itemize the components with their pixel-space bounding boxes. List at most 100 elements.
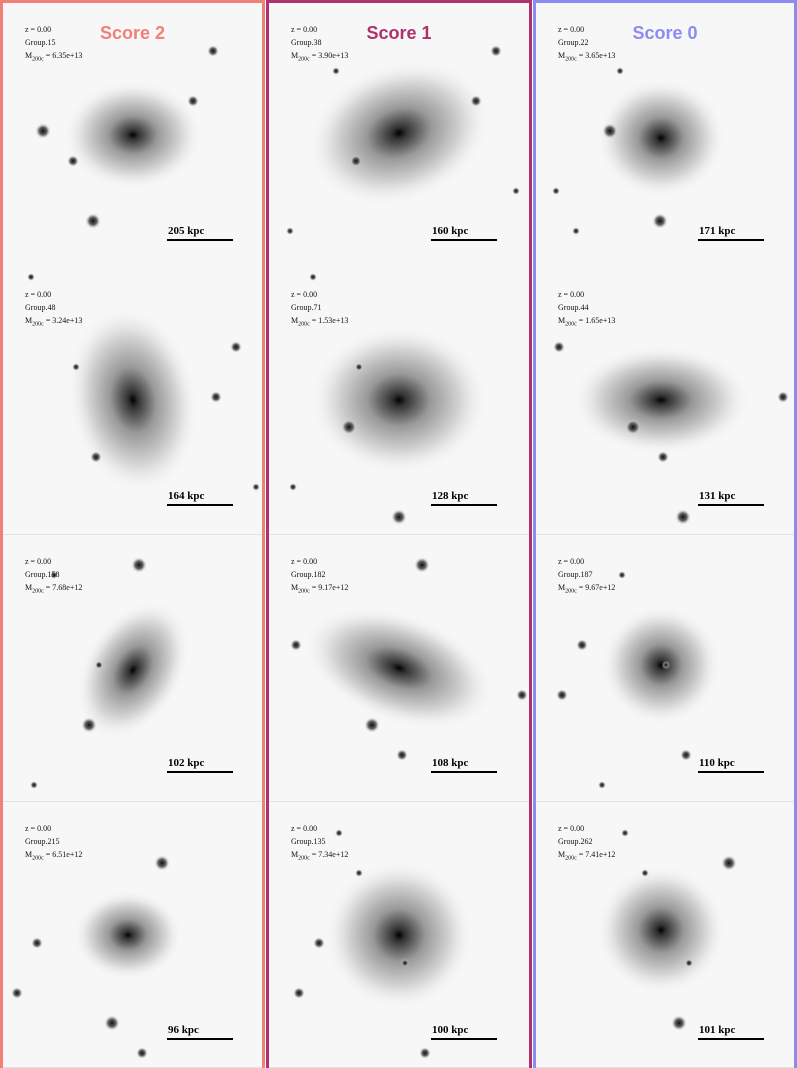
star (685, 959, 693, 967)
galaxy-image (27, 273, 260, 495)
mass-subscript: 200c (298, 321, 310, 328)
scale-bar (698, 771, 764, 773)
star (131, 557, 147, 573)
mass-subscript: 200c (32, 56, 44, 63)
halo-mass: M200c = 9.67e+12 (558, 581, 615, 599)
star (419, 1047, 431, 1059)
mass-value: = 6.35e+13 (45, 51, 83, 60)
panel-info: z = 0.00 Group.187 M200c = 9.67e+12 (558, 555, 615, 599)
scale-label: 131 kpc (699, 490, 736, 502)
mass-subscript: 200c (565, 56, 577, 63)
halo-mass: M200c = 6.35e+13 (25, 49, 82, 67)
group-id: Group.71 (291, 303, 322, 312)
panel-info: z = 0.00 Group.44 M200c = 1.65e+13 (558, 288, 615, 332)
halo-mass: M200c = 7.34e+12 (291, 848, 348, 866)
scale-label: 164 kpc (168, 490, 205, 502)
galaxy (63, 80, 203, 190)
scale-bar (167, 239, 233, 241)
galaxy-image (293, 829, 474, 1059)
mass-value: = 1.53e+13 (311, 316, 349, 325)
star (391, 509, 407, 525)
star (641, 869, 649, 877)
galaxy-panel: z = 0.00 Group.44 M200c = 1.65e+13 131 kpc (536, 268, 794, 535)
panel-info: z = 0.00 Group.71 M200c = 1.53e+13 (291, 288, 348, 332)
galaxy (75, 600, 191, 740)
panel-info: z = 0.00 Group.182 M200c = 9.17e+12 (291, 555, 348, 599)
scale-bar (431, 239, 497, 241)
group-id: Group.215 (25, 837, 60, 846)
mass-symbol: M (25, 316, 33, 325)
mass-subscript: 200c (565, 588, 577, 595)
galaxy-image (11, 855, 183, 1059)
redshift: z = 0.00 (291, 824, 318, 833)
star (396, 749, 408, 761)
star (572, 227, 580, 235)
star (30, 781, 38, 789)
group-id: Group.15 (25, 38, 56, 47)
scale-bar (167, 504, 233, 506)
star (621, 829, 629, 837)
galaxy-image (553, 341, 789, 525)
star (332, 67, 340, 75)
star (616, 67, 624, 75)
panel-info: z = 0.00 Group.22 M200c = 3.65e+13 (558, 23, 615, 67)
star (341, 419, 357, 435)
mass-subscript: 200c (565, 855, 577, 862)
galaxy-image (289, 273, 489, 525)
scale-label: 102 kpc (168, 757, 205, 769)
panel-info: z = 0.00 Group.215 M200c = 6.51e+12 (25, 822, 82, 866)
star (81, 717, 97, 733)
redshift: z = 0.00 (25, 290, 52, 299)
scale-bar (167, 1038, 233, 1040)
mass-subscript: 200c (32, 321, 44, 328)
star (230, 341, 242, 353)
column-title: Score 2 (99, 23, 166, 43)
star (72, 363, 80, 371)
galaxy-image (552, 67, 726, 235)
galaxy-image (556, 571, 721, 789)
star (598, 781, 606, 789)
mass-value: = 9.67e+12 (578, 583, 616, 592)
mass-subscript: 200c (32, 588, 44, 595)
galaxy (596, 78, 726, 198)
star (680, 749, 692, 761)
galaxy (601, 605, 721, 725)
panel-info: z = 0.00 Group.158 M200c = 7.68e+12 (25, 555, 82, 599)
mass-symbol: M (291, 583, 299, 592)
score-column: Score 2 z = 0.00 Group.15 M200c = 6.35e+13… (0, 0, 265, 1068)
galaxy (306, 59, 492, 207)
star (286, 227, 294, 235)
mass-value: = 3.90e+13 (311, 51, 349, 60)
mass-subscript: 200c (298, 855, 310, 862)
star (355, 869, 363, 877)
star (662, 661, 670, 669)
scale-label: 96 kpc (168, 1024, 199, 1036)
group-id: Group.187 (558, 570, 593, 579)
mass-value: = 3.65e+13 (578, 51, 616, 60)
star (657, 451, 669, 463)
mass-value: = 9.17e+12 (311, 583, 349, 592)
galaxy (324, 860, 474, 1010)
galaxy-panel: z = 0.00 Group.187 M200c = 9.67e+12 110 kpc (536, 535, 794, 802)
halo-mass: M200c = 9.17e+12 (291, 581, 348, 599)
halo-mass: M200c = 7.68e+12 (25, 581, 82, 599)
mass-symbol: M (291, 850, 299, 859)
star (516, 689, 528, 701)
scale-bar (167, 771, 233, 773)
column-title: Score 0 (632, 23, 698, 43)
star (556, 689, 568, 701)
group-id: Group.182 (291, 570, 326, 579)
redshift: z = 0.00 (25, 557, 52, 566)
galaxy-panel: z = 0.00 Group.15 M200c = 6.35e+13 205 kpc (3, 3, 262, 271)
star (95, 661, 103, 669)
halo-mass: M200c = 3.90e+13 (291, 49, 348, 67)
scale-bar (698, 1038, 764, 1040)
scale-label: 101 kpc (699, 1024, 736, 1036)
star (364, 717, 380, 733)
galaxy-panel: z = 0.00 Group.38 M200c = 3.90e+13 160 kpc (269, 3, 529, 271)
star (187, 95, 199, 107)
group-id: Group.38 (291, 38, 322, 47)
galaxy-image (286, 45, 520, 235)
star (290, 639, 302, 651)
